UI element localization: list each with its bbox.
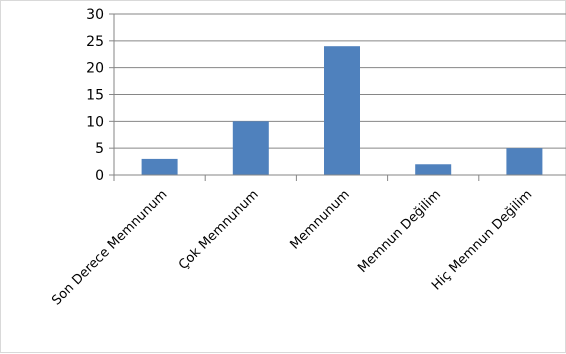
y-tick-label: 20 xyxy=(86,61,104,77)
bar xyxy=(415,164,452,175)
y-tick-label: 0 xyxy=(95,168,104,184)
y-tick-label: 15 xyxy=(86,88,104,104)
axis-layer xyxy=(109,13,566,181)
y-tick-label: 30 xyxy=(86,7,104,23)
bar xyxy=(232,121,269,175)
category-label: Memnun Değilim xyxy=(355,187,444,276)
label-layer: 0 5 10 15 20 25 30 Son Derece Memnunum Çok Memnu… xyxy=(49,7,535,308)
y-tick-label: 10 xyxy=(86,114,104,130)
y-tick-label: 25 xyxy=(86,34,104,50)
category-label: Hiç Memnun Değilim xyxy=(429,187,535,293)
bar xyxy=(324,46,360,176)
category-label: Çok Memnunum xyxy=(176,187,262,273)
bar xyxy=(141,158,178,175)
y-tick-label: 5 xyxy=(95,141,104,157)
category-label: Son Derece Memnunum xyxy=(49,187,170,308)
bar xyxy=(506,148,543,175)
bar-layer xyxy=(141,46,543,176)
category-label: Memnunum xyxy=(287,187,352,252)
